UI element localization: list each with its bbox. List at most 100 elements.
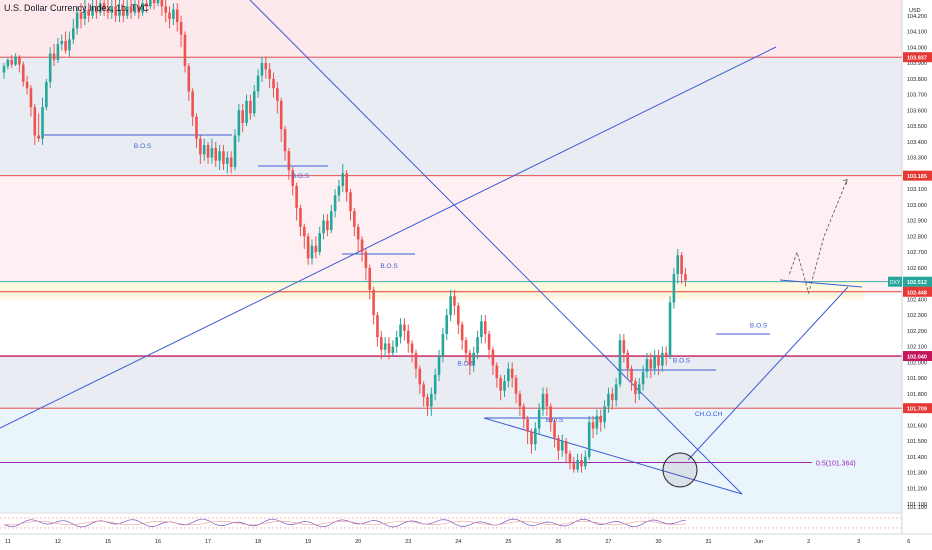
candle[interactable] xyxy=(264,63,268,70)
trendline[interactable] xyxy=(0,46,777,429)
candle[interactable] xyxy=(414,352,418,369)
candle[interactable] xyxy=(634,381,637,394)
candle[interactable] xyxy=(591,422,595,429)
candle[interactable] xyxy=(149,0,152,7)
candle[interactable] xyxy=(661,352,664,366)
candle[interactable] xyxy=(179,22,183,35)
candle[interactable] xyxy=(587,422,591,457)
candle[interactable] xyxy=(468,352,472,366)
candle[interactable] xyxy=(622,340,626,353)
candle[interactable] xyxy=(314,245,318,253)
price-label-box[interactable] xyxy=(903,276,932,287)
candle[interactable] xyxy=(306,236,310,259)
price-label-box[interactable] xyxy=(903,286,932,297)
candle[interactable] xyxy=(6,59,10,67)
candle[interactable] xyxy=(568,453,572,464)
candle[interactable] xyxy=(406,330,410,344)
candle[interactable] xyxy=(360,239,364,253)
candle[interactable] xyxy=(256,75,260,92)
candle[interactable] xyxy=(322,220,325,234)
candle[interactable] xyxy=(199,138,202,155)
candle[interactable] xyxy=(395,337,398,347)
candle[interactable] xyxy=(368,267,372,290)
candle[interactable] xyxy=(580,460,583,467)
candle[interactable] xyxy=(137,6,141,13)
candle[interactable] xyxy=(376,315,379,338)
candle[interactable] xyxy=(460,324,464,341)
candle[interactable] xyxy=(537,409,541,429)
candle[interactable] xyxy=(522,406,526,420)
candle[interactable] xyxy=(279,100,283,130)
candle[interactable] xyxy=(202,144,206,155)
trendline[interactable] xyxy=(249,0,743,495)
candle[interactable] xyxy=(241,110,244,123)
candle[interactable] xyxy=(68,39,71,51)
candle[interactable] xyxy=(102,3,106,10)
candle[interactable] xyxy=(299,207,302,227)
candle[interactable] xyxy=(141,3,144,13)
candle[interactable] xyxy=(229,157,233,167)
candle[interactable] xyxy=(114,6,117,16)
candle[interactable] xyxy=(106,9,110,13)
candle[interactable] xyxy=(495,365,499,379)
candle[interactable] xyxy=(252,91,256,114)
candle[interactable] xyxy=(222,151,225,164)
candle[interactable] xyxy=(349,192,352,212)
candle[interactable] xyxy=(353,211,356,227)
candle[interactable] xyxy=(534,428,537,445)
candle[interactable] xyxy=(310,245,314,259)
candle[interactable] xyxy=(441,333,445,357)
candle[interactable] xyxy=(380,337,383,350)
candle[interactable] xyxy=(518,393,522,407)
candle[interactable] xyxy=(33,107,37,136)
candle[interactable] xyxy=(549,406,552,423)
candle[interactable] xyxy=(333,195,337,212)
candle[interactable] xyxy=(557,437,560,451)
candle[interactable] xyxy=(472,352,475,366)
candle[interactable] xyxy=(183,34,187,67)
candle[interactable] xyxy=(237,110,241,136)
candle[interactable] xyxy=(614,384,618,401)
candle[interactable] xyxy=(680,255,683,275)
candle[interactable] xyxy=(399,324,402,338)
candle[interactable] xyxy=(341,173,345,186)
candle[interactable] xyxy=(122,9,125,16)
candle[interactable] xyxy=(164,6,167,13)
candle[interactable] xyxy=(75,12,79,29)
candle[interactable] xyxy=(187,66,191,92)
candle[interactable] xyxy=(87,9,90,16)
candle[interactable] xyxy=(607,393,610,407)
candle[interactable] xyxy=(676,255,680,275)
candle[interactable] xyxy=(630,368,633,382)
candle[interactable] xyxy=(564,441,568,454)
candle[interactable] xyxy=(595,415,599,429)
candle[interactable] xyxy=(175,9,179,23)
candle[interactable] xyxy=(672,274,676,303)
candle[interactable] xyxy=(21,64,25,82)
candle[interactable] xyxy=(603,406,606,423)
candle[interactable] xyxy=(52,53,56,60)
candle[interactable] xyxy=(272,78,275,89)
candle[interactable] xyxy=(576,460,579,470)
candle[interactable] xyxy=(684,274,687,281)
candle[interactable] xyxy=(364,252,368,268)
candle[interactable] xyxy=(287,151,291,171)
candle[interactable] xyxy=(645,359,649,372)
candle[interactable] xyxy=(356,226,360,240)
candle[interactable] xyxy=(403,324,406,331)
candle[interactable] xyxy=(79,12,83,19)
price-label-box[interactable] xyxy=(903,351,932,362)
candle[interactable] xyxy=(98,3,102,13)
candle[interactable] xyxy=(110,6,114,13)
candle[interactable] xyxy=(483,321,487,334)
candle[interactable] xyxy=(480,321,483,338)
candle[interactable] xyxy=(410,343,414,353)
candle[interactable] xyxy=(453,296,456,306)
candle[interactable] xyxy=(572,463,576,470)
candle[interactable] xyxy=(83,9,87,19)
candle[interactable] xyxy=(195,116,198,139)
candle[interactable] xyxy=(611,393,614,401)
candle[interactable] xyxy=(10,59,13,65)
candle[interactable] xyxy=(464,340,468,353)
price-label-box[interactable] xyxy=(903,52,932,63)
